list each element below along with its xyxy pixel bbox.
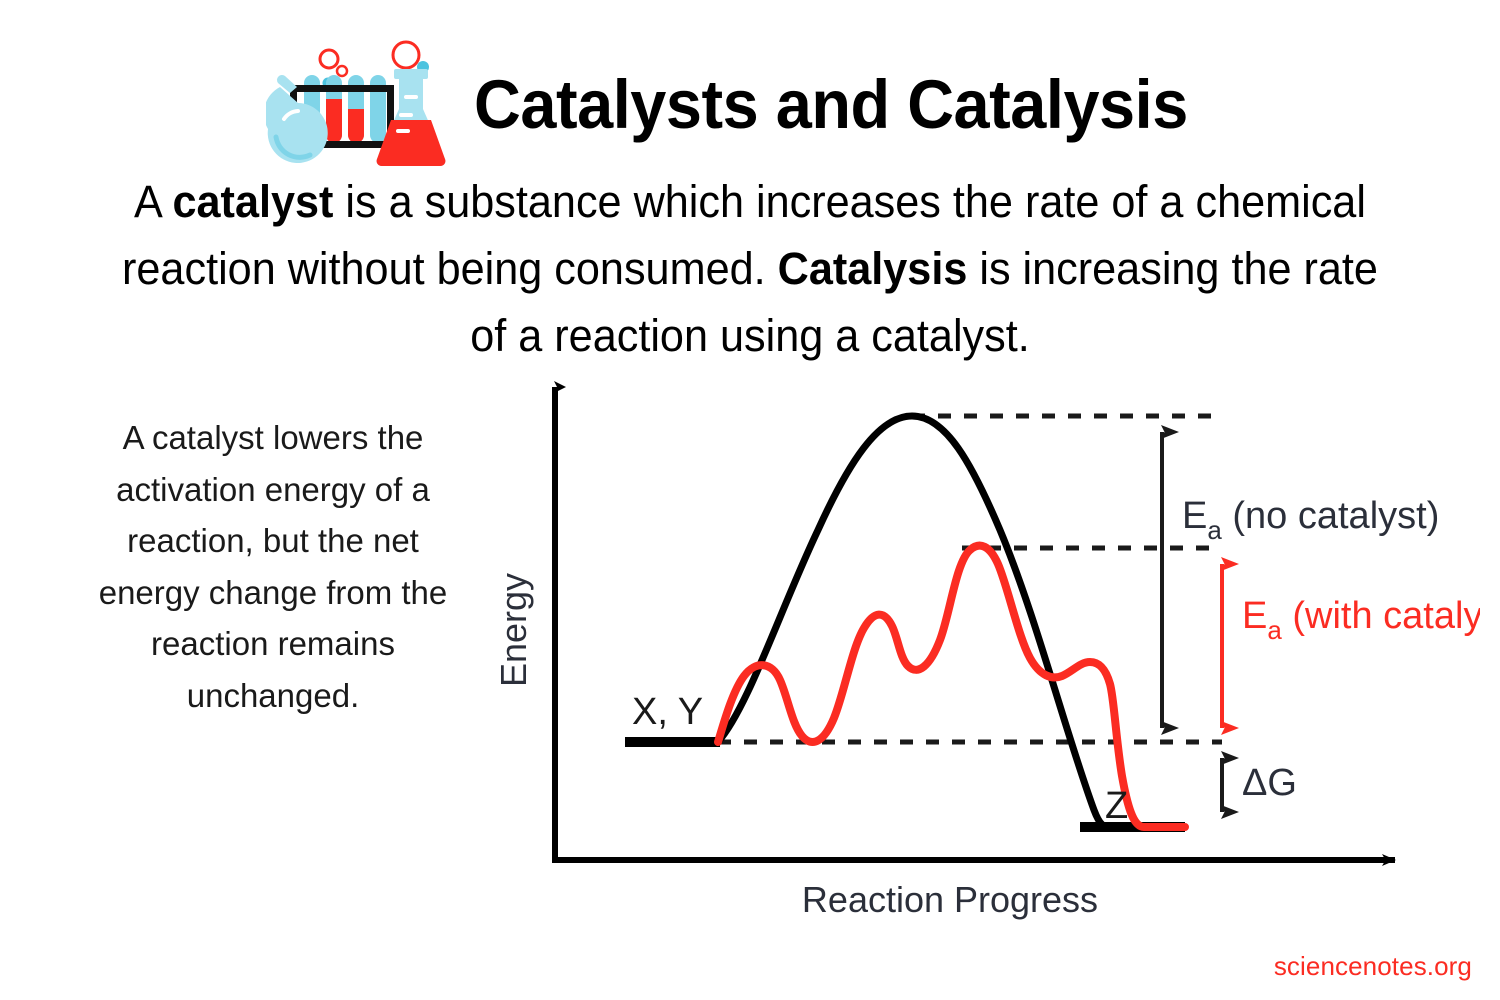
description-part-1: A [134,176,173,227]
ea-with-catalyst-label-sub: a [1267,615,1282,645]
description-bold-catalyst: catalyst [172,176,334,227]
products-label: Z [1105,785,1128,827]
description-paragraph: A catalyst is a substance which increase… [116,168,1383,369]
side-note-text: A catalyst lowers the activation energy … [98,419,448,714]
header: Catalysts and Catalysis [0,34,1500,174]
uncatalyzed-pathway-curve [714,412,1114,831]
ea-with-catalyst-label-prefix: E [1242,595,1267,637]
ea-no-catalyst-label-sub: a [1207,515,1222,545]
catalyzed-pathway-curve [714,541,1189,831]
watermark-sciencenotes: sciencenotes.org [1273,951,1472,981]
ea-no-catalyst-label-suffix: (no catalyst) [1222,495,1440,537]
page-title: Catalysts and Catalysis [474,65,1189,143]
ea-no-catalyst-label-prefix: E [1182,495,1207,537]
delta-g-label: ΔG [1242,762,1297,804]
y-axis-label: Energy [493,573,534,687]
ea-no-catalyst-label: Ea (no catalyst) [1182,495,1439,545]
ea-with-catalyst-label-suffix: (with catalyst) [1282,595,1480,637]
description-part-3: is increasing the rate of a reaction usi… [470,243,1378,361]
ea-with-catalyst-label: Ea (with catalyst) [1242,595,1480,645]
description-bold-catalysis: Catalysis [777,243,968,294]
energy-diagram-chart: Ea (no catalyst) Ea (with catalyst) ΔG X… [493,381,1480,920]
chemistry-lab-glassware-icon [266,40,446,166]
description-part-2: is a substance which increases the rate … [122,176,1366,294]
x-axis-label: Reaction Progress [802,879,1098,920]
reactants-label: X, Y [632,691,703,733]
chart-axes [552,381,1396,866]
